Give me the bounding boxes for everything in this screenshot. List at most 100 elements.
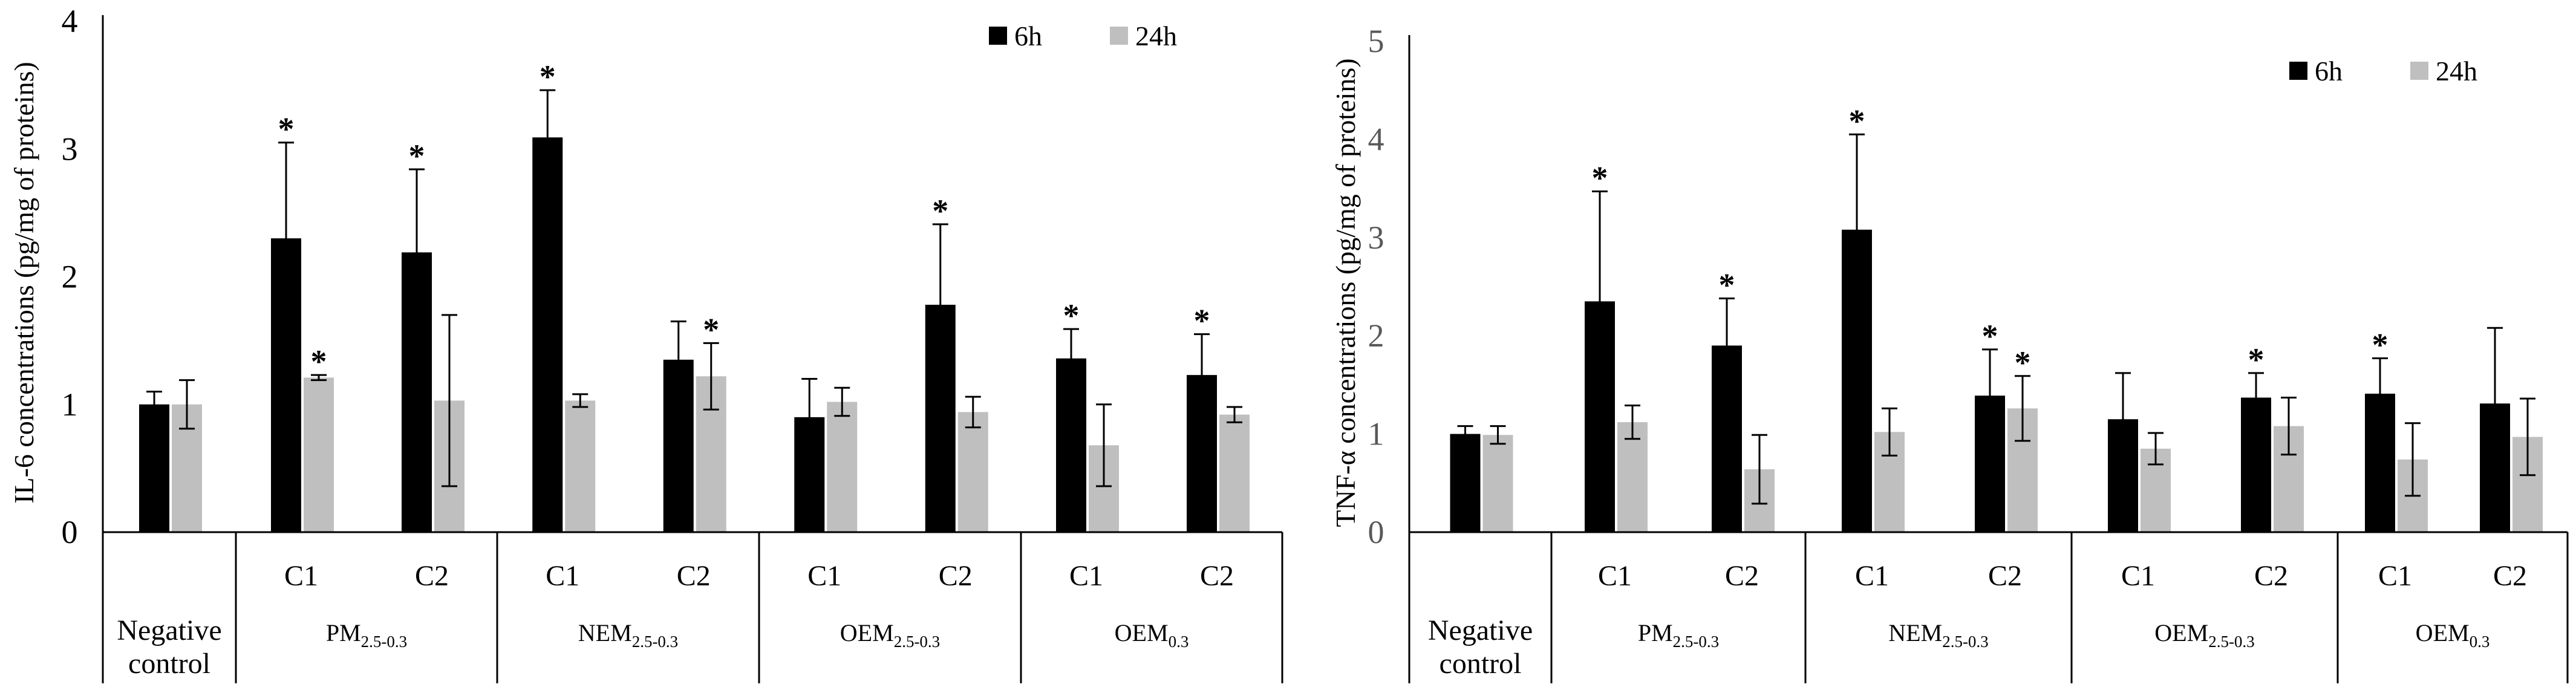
error-bar-6h-7 (2372, 357, 2388, 430)
legend-swatch-6h (2289, 62, 2307, 80)
y-tick-label: 2 (1368, 317, 1384, 354)
group-label-subscript: 2.5-0.3 (1673, 633, 1720, 651)
significance-star: * (2372, 327, 2389, 363)
legend-label-24h: 24h (1135, 21, 1177, 51)
category-label: C1 (1069, 560, 1103, 592)
error-bar-6h-3 (540, 89, 556, 186)
significance-star: * (2248, 342, 2265, 378)
error-bar-24h-1 (1625, 405, 1640, 440)
significance-star: * (540, 59, 556, 95)
y-axis-label: TNF-α concentrations (pg/mg of proteins) (1330, 58, 1361, 527)
significance-star: * (311, 343, 327, 380)
significance-star: * (1194, 303, 1210, 339)
significance-star: * (409, 138, 425, 174)
error-bar-6h-5 (801, 378, 818, 457)
legend-label-6h: 6h (2315, 56, 2343, 86)
error-bar-6h-2 (409, 168, 425, 337)
group-label: PM2.5-0.3 (326, 619, 407, 651)
group-label-base: NEM (1888, 619, 1942, 646)
bar-24h-0 (1482, 435, 1513, 532)
negative-control-label: Negative (1428, 614, 1533, 646)
error-bar-24h-8 (2520, 397, 2535, 477)
error-bar-6h-1 (1592, 190, 1608, 412)
category-label: C2 (1988, 560, 2022, 592)
bar-6h-3 (532, 137, 563, 533)
group-label: OEM0.3 (1115, 619, 1189, 651)
group-label-subscript: 0.3 (1169, 633, 1189, 651)
group-label: OEM2.5-0.3 (840, 619, 940, 651)
category-label: C2 (939, 560, 973, 592)
significance-star: * (703, 311, 719, 348)
category-label: C2 (677, 560, 711, 592)
group-label: NEM2.5-0.3 (1888, 619, 1988, 651)
group-label: OEM0.3 (2416, 619, 2490, 651)
y-tick-label: 1 (1368, 416, 1384, 452)
group-label-base: NEM (578, 619, 632, 646)
group-label: PM2.5-0.3 (1638, 619, 1719, 651)
error-bar-24h-0 (1490, 425, 1506, 445)
category-label: C1 (2121, 560, 2155, 592)
error-bar-6h-0 (146, 391, 162, 418)
error-bar-24h-3 (1882, 407, 1897, 457)
negative-control-label: control (1440, 648, 1522, 680)
error-bar-24h-7 (1096, 403, 1112, 487)
category-label: C2 (1725, 560, 1759, 592)
group-label-base: PM (1638, 619, 1673, 646)
category-label: C1 (1855, 560, 1889, 592)
legend-swatch-24h (2410, 62, 2428, 80)
y-tick-label: 4 (62, 3, 78, 39)
category-label: C1 (546, 560, 579, 592)
category-label: C1 (2378, 560, 2412, 592)
group-label-base: OEM (2154, 619, 2208, 646)
error-bar-6h-4 (1982, 348, 1998, 443)
group-label-subscript: 2.5-0.3 (1942, 633, 1989, 651)
y-tick-label: 4 (1368, 121, 1384, 157)
error-bar-6h-3 (1849, 133, 1865, 326)
error-bar-6h-6 (2248, 372, 2264, 423)
bar-6h-0 (1450, 434, 1481, 532)
category-label: C1 (1598, 560, 1632, 592)
group-label-base: PM (326, 619, 361, 646)
significance-star: * (278, 111, 295, 148)
y-axis-label: IL-6 concentrations (pg/mg of proteins) (8, 62, 39, 504)
group-label-subscript: 2.5-0.3 (361, 633, 408, 651)
y-tick-label: 1 (62, 386, 78, 423)
error-bar-6h-0 (1457, 425, 1473, 443)
bar-24h-3 (565, 400, 596, 532)
group-label-subscript: 2.5-0.3 (2208, 633, 2255, 651)
category-label: C2 (1200, 560, 1234, 592)
group-label-subscript: 2.5-0.3 (894, 633, 941, 651)
error-bar-24h-2 (1752, 434, 1767, 505)
error-bar-24h-1 (311, 374, 327, 382)
legend-swatch-24h (1110, 27, 1128, 45)
error-bar-6h-8 (1194, 333, 1210, 417)
error-bar-6h-6 (932, 223, 948, 386)
y-tick-label: 2 (62, 259, 78, 295)
bar-24h-5 (827, 402, 858, 532)
category-label: C1 (284, 560, 318, 592)
error-bar-6h-7 (1063, 328, 1079, 389)
error-bar-24h-6 (965, 395, 981, 429)
error-bar-24h-8 (1227, 406, 1242, 423)
error-bar-24h-6 (2281, 397, 2297, 456)
error-bar-6h-1 (278, 142, 294, 336)
significance-star: * (1063, 298, 1080, 334)
error-bar-6h-4 (670, 320, 686, 399)
category-label: C1 (807, 560, 841, 592)
error-bar-24h-4 (2015, 375, 2030, 442)
error-bar-6h-5 (2115, 372, 2131, 467)
error-bar-24h-4 (703, 342, 719, 411)
negative-control-label: Negative (117, 614, 221, 646)
legend-label-24h: 24h (2436, 56, 2477, 86)
error-bar-24h-5 (834, 386, 850, 417)
il6-chart: * * * * * * * * 0 1 2 3 4 IL-6 concentrations (pg/mg … (8, 3, 1283, 683)
y-tick-label: 0 (1368, 514, 1384, 550)
y-tick-label: 3 (1368, 220, 1384, 256)
group-label-subscript: 2.5-0.3 (632, 633, 679, 651)
significance-star: * (1592, 160, 1608, 196)
error-bar-24h-2 (442, 314, 457, 487)
negative-control-label: control (128, 648, 210, 680)
error-bar-6h-2 (1719, 297, 1735, 394)
